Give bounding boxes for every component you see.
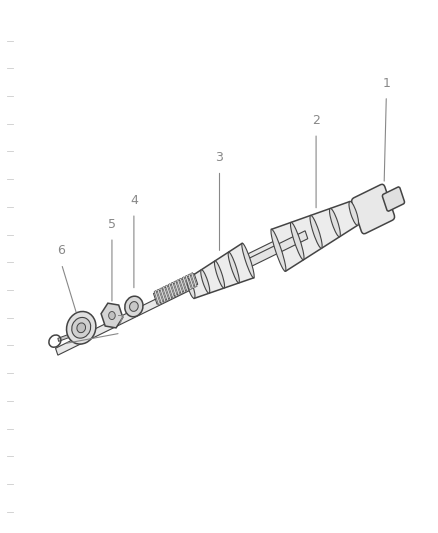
Ellipse shape (270, 229, 285, 271)
Ellipse shape (290, 222, 304, 260)
Bar (56, 189, 382, 355)
Ellipse shape (214, 261, 224, 288)
Bar (153, 273, 197, 304)
Bar (165, 285, 171, 300)
Bar (170, 282, 177, 297)
Bar (187, 274, 194, 289)
Bar (176, 279, 183, 294)
Ellipse shape (67, 311, 95, 344)
Ellipse shape (71, 318, 91, 338)
Ellipse shape (124, 296, 143, 317)
Ellipse shape (329, 208, 339, 237)
Bar (190, 272, 197, 287)
Text: 2: 2 (311, 114, 319, 127)
Text: 4: 4 (130, 194, 138, 207)
Text: 5: 5 (108, 218, 116, 231)
Ellipse shape (348, 201, 358, 225)
Polygon shape (101, 303, 123, 328)
Bar (185, 276, 191, 290)
Bar (173, 281, 180, 296)
Ellipse shape (109, 312, 115, 319)
Bar (168, 284, 174, 298)
FancyBboxPatch shape (381, 187, 403, 211)
Bar (154, 290, 160, 305)
Bar (182, 277, 188, 292)
Text: 1: 1 (381, 77, 389, 90)
Polygon shape (187, 243, 253, 298)
Bar (227, 231, 307, 277)
Ellipse shape (187, 279, 194, 298)
Text: 7: 7 (117, 314, 124, 327)
Ellipse shape (200, 270, 209, 293)
Ellipse shape (77, 323, 85, 333)
Bar (58, 325, 94, 342)
Text: 6: 6 (57, 245, 65, 257)
Ellipse shape (241, 243, 254, 278)
Ellipse shape (129, 302, 138, 311)
Bar (179, 278, 185, 293)
Ellipse shape (309, 215, 321, 248)
Ellipse shape (228, 252, 239, 283)
Bar (162, 286, 169, 301)
Bar (156, 289, 163, 304)
FancyBboxPatch shape (351, 184, 394, 234)
Polygon shape (271, 201, 357, 271)
Text: 3: 3 (215, 151, 223, 164)
Bar (159, 288, 166, 302)
